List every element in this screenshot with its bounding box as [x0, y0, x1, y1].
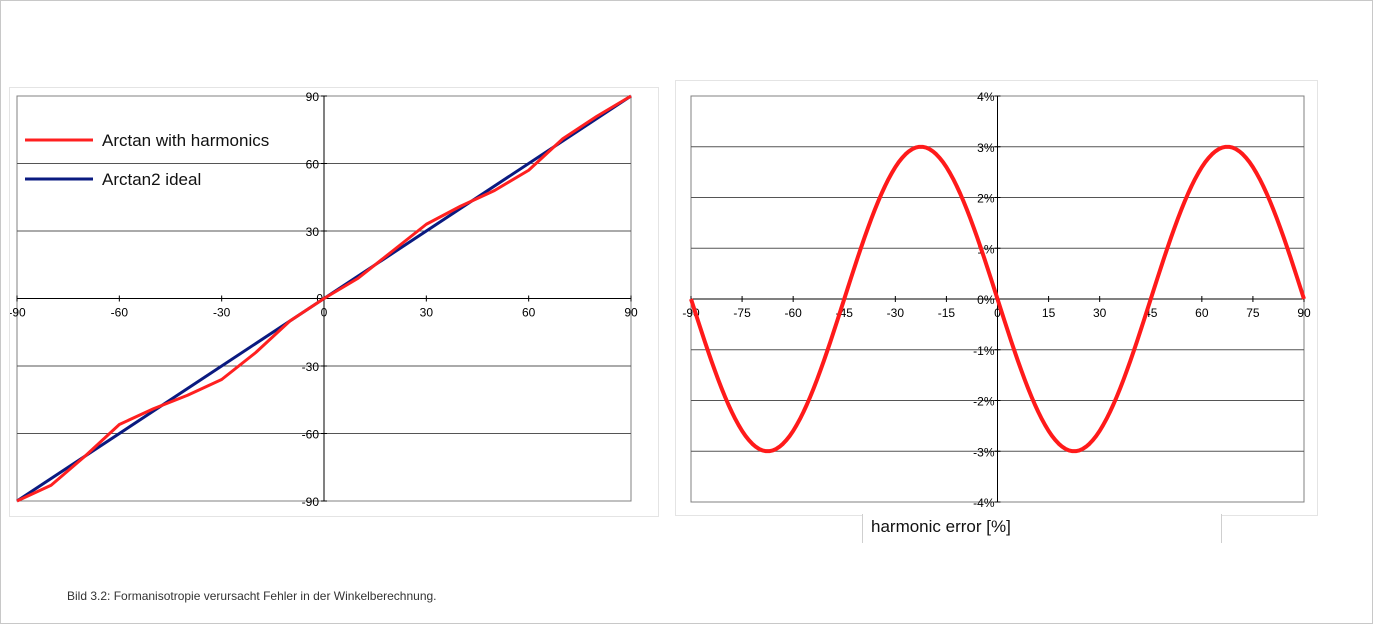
y-tick-label: 0: [316, 292, 323, 306]
x-tick-label: 75: [1246, 306, 1260, 320]
y-tick-label: -4%: [973, 496, 995, 510]
legend-label: Arctan with harmonics: [102, 131, 269, 150]
x-tick-label: -90: [10, 306, 26, 320]
x-tick-label: 90: [1297, 306, 1311, 320]
y-tick-label: 3%: [977, 141, 995, 155]
x-tick-label: 60: [1195, 306, 1209, 320]
y-tick-label: 0%: [977, 293, 995, 307]
y-tick-label: -1%: [973, 344, 995, 358]
y-tick-label: 4%: [977, 90, 995, 104]
y-tick-label: 30: [306, 225, 320, 239]
x-tick-label: 90: [624, 306, 638, 320]
x-tick-label: -60: [111, 306, 129, 320]
x-tick-label: 30: [1093, 306, 1107, 320]
y-tick-label: -30: [302, 360, 320, 374]
x-tick-label: -75: [733, 306, 751, 320]
y-tick-label: -2%: [973, 395, 995, 409]
series-line-arctan-with-harmonics: [16, 94, 632, 503]
y-tick-label: -60: [302, 428, 320, 442]
arctan-chart: -90 -60 -30 0 30 60 90 -90 -60 -30 30 60 90 0 Arctan w…: [8, 90, 638, 509]
harmonic-error-axis-label: harmonic error [%]: [871, 517, 1011, 536]
x-tick-label: 0: [994, 306, 1001, 320]
y-tick-label: 60: [306, 158, 320, 172]
harmonic-error-label-box: harmonic error [%]: [862, 514, 1222, 543]
y-tick-label: -90: [302, 495, 320, 509]
x-tick-label: -60: [784, 306, 802, 320]
x-tick-label: -30: [887, 306, 905, 320]
legend-label: Arctan2 ideal: [102, 170, 201, 189]
x-tick-label: 60: [522, 306, 536, 320]
x-tick-label: 30: [420, 306, 434, 320]
x-tick-label: 15: [1042, 306, 1056, 320]
harmonic-error-chart-panel: -90 -75 -60 -45 -30 -15 0 15 30 45 60 75 90 4% 3% 2% 1% 0…: [675, 80, 1318, 516]
y-tick-label: 90: [306, 90, 320, 104]
x-tick-label: -30: [213, 306, 231, 320]
y-tick-label: -3%: [973, 445, 995, 459]
arctan-chart-panel: -90 -60 -30 0 30 60 90 -90 -60 -30 30 60 90 0 Arctan w…: [8, 87, 659, 517]
y-tick-label: 2%: [977, 192, 995, 206]
harmonic-error-chart: -90 -75 -60 -45 -30 -15 0 15 30 45 60 75 904%3%2%1%0…: [682, 90, 1311, 510]
x-tick-label: 0: [321, 306, 328, 320]
x-tick-label: -15: [938, 306, 956, 320]
figure-caption: Bild 3.2: Formanisotropie verursacht Feh…: [67, 589, 437, 603]
